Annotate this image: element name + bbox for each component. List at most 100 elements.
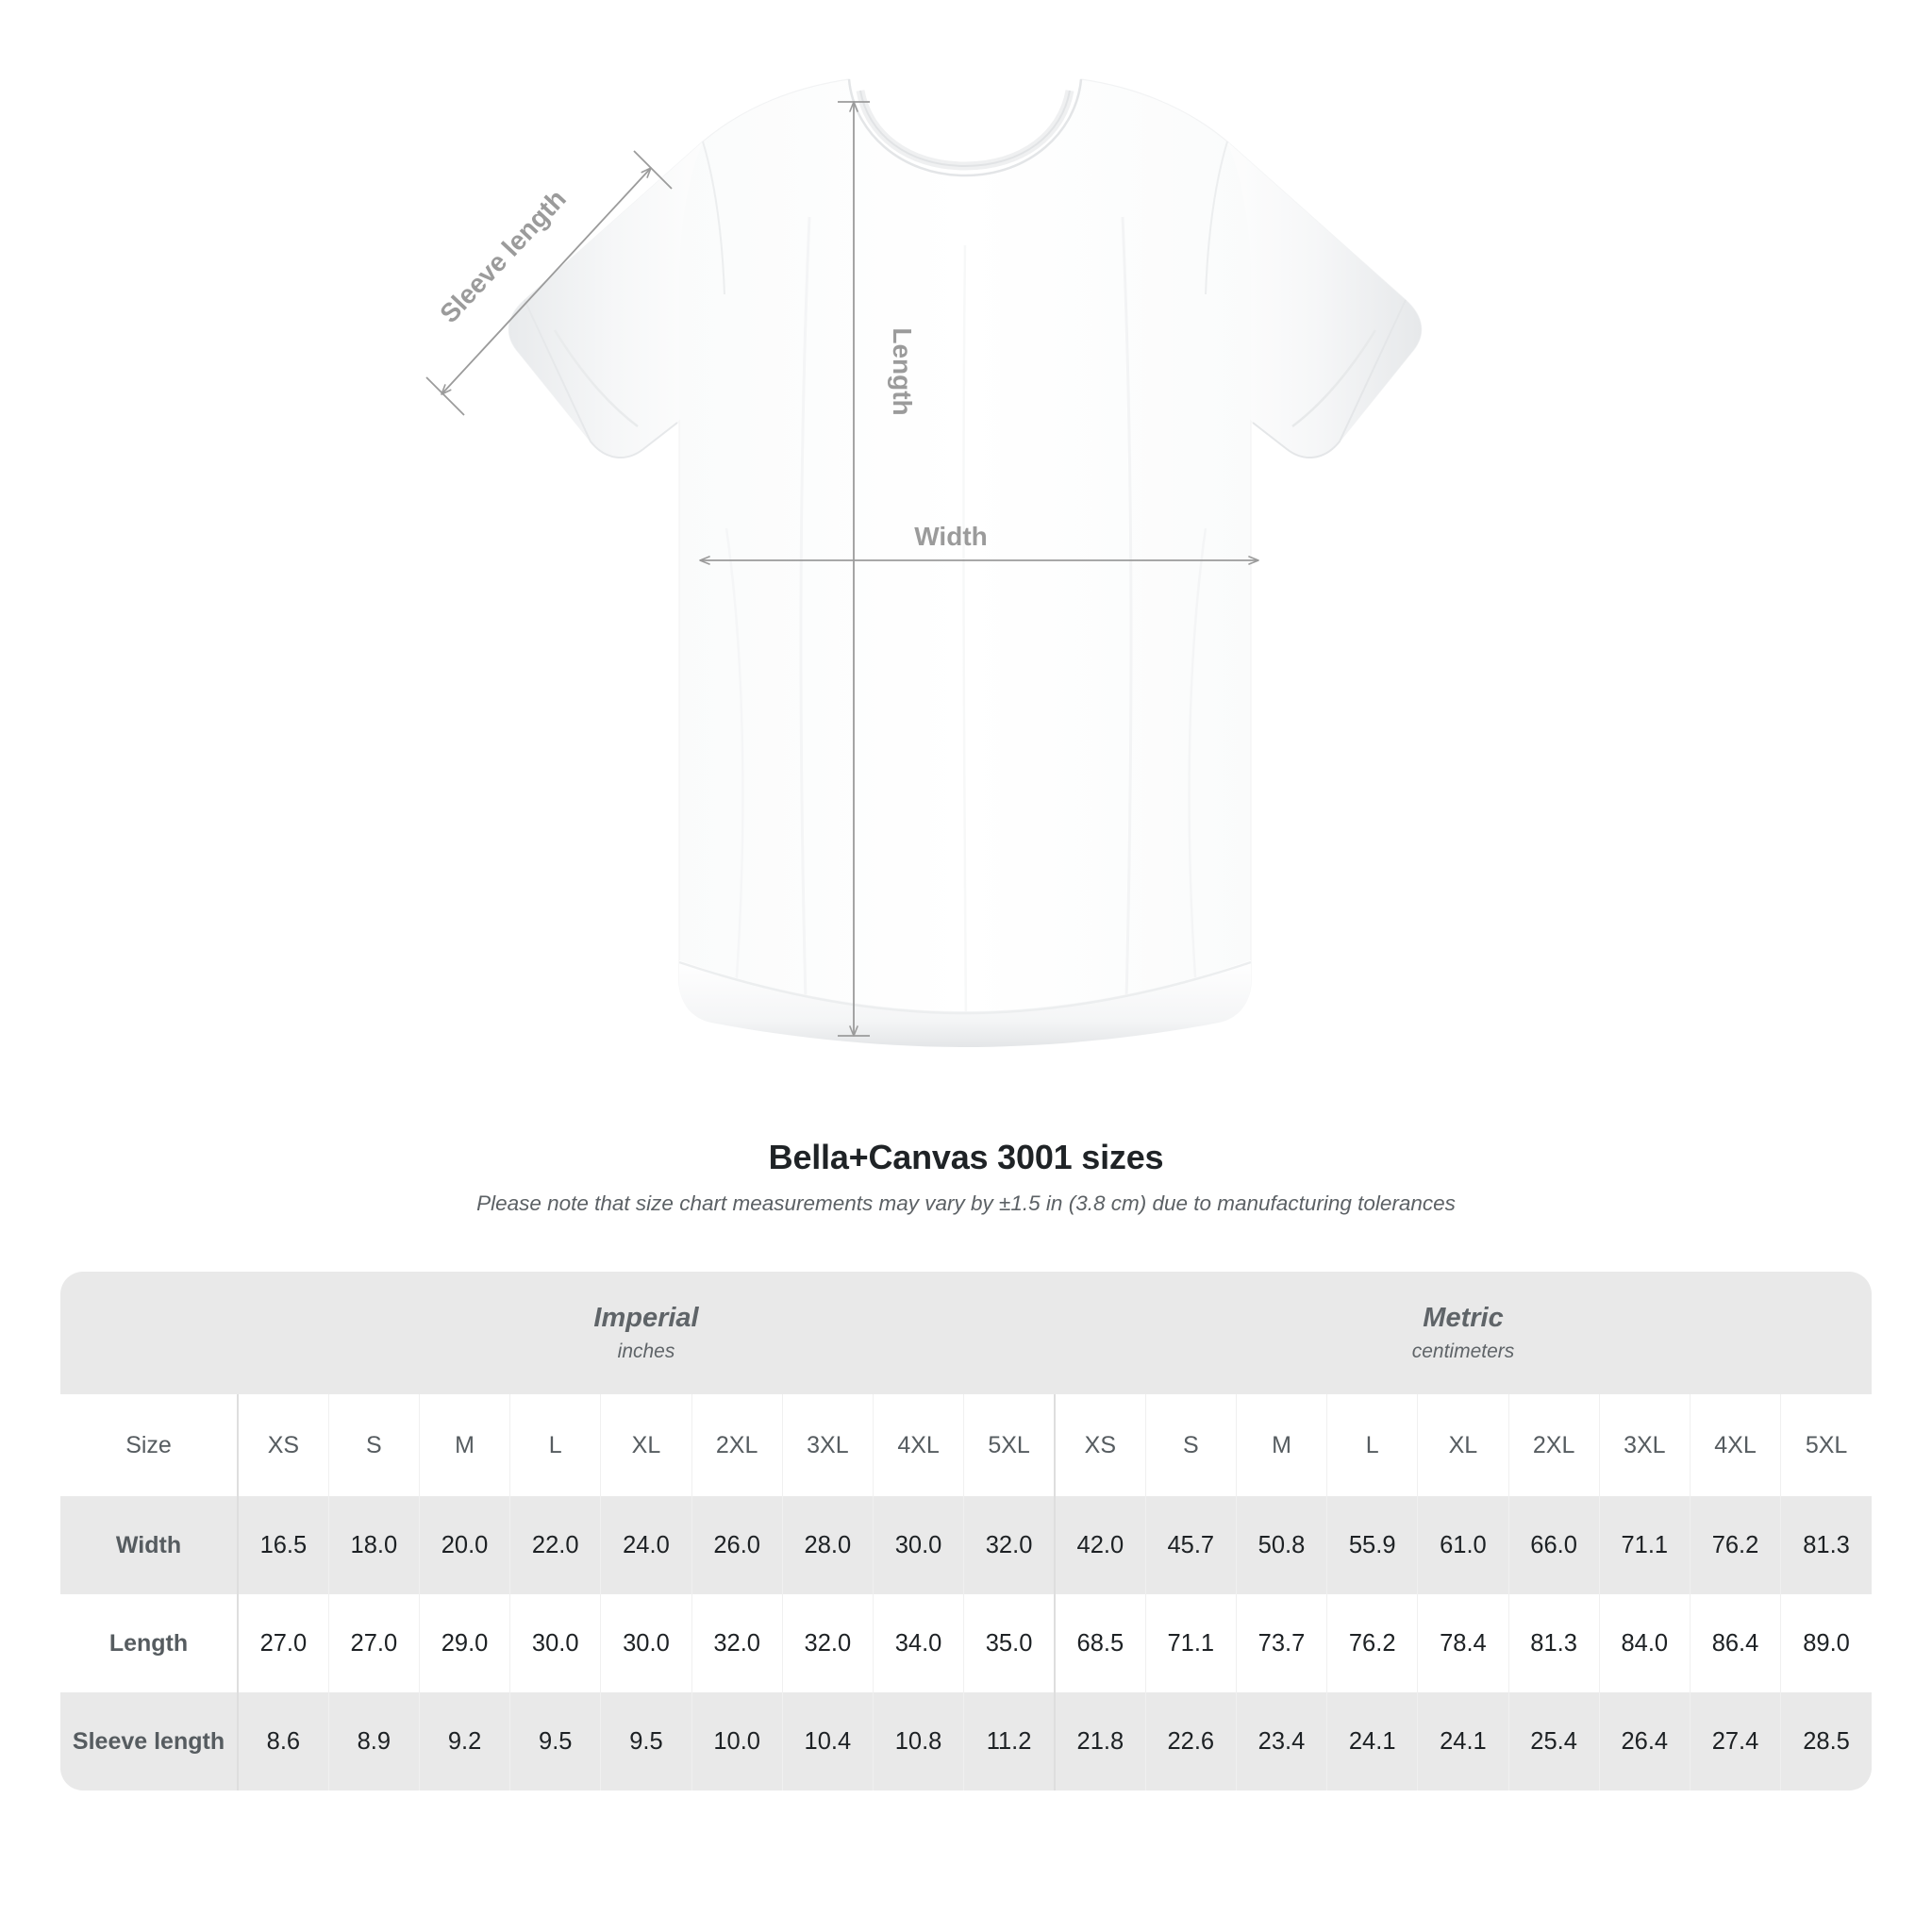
- size-header-imperial-3xl: 3XL: [781, 1394, 874, 1496]
- size-table: Imperial inches Metric centimeters Size XS S M L…: [60, 1272, 1872, 1790]
- cell-value: 10.4: [781, 1692, 874, 1790]
- tshirt-diagram: Length Width Sleeve length: [425, 78, 1423, 1047]
- size-header-metric-m: M: [1235, 1394, 1327, 1496]
- cell-value: 73.7: [1235, 1594, 1327, 1692]
- cell-value: 81.3: [1780, 1496, 1872, 1594]
- cell-value: 18.0: [327, 1496, 420, 1594]
- cell-value: 61.0: [1417, 1496, 1508, 1594]
- tshirt-illustration-svg: Length Width Sleeve length: [425, 78, 1423, 1047]
- cell-value: 10.8: [872, 1692, 964, 1790]
- size-header-imperial-m: M: [418, 1394, 510, 1496]
- unit-group-name: Imperial: [593, 1302, 699, 1333]
- cell-value: 27.0: [327, 1594, 420, 1692]
- cell-value: 8.6: [237, 1692, 329, 1790]
- tshirt-shape: [508, 78, 1423, 1047]
- row-label-sleeve-length: Sleeve length: [60, 1692, 239, 1790]
- size-header-row: Size XS S M L XL 2XL 3XL 4XL 5XL XS S M L XL 2XL 3XL 4XL 5…: [60, 1394, 1872, 1496]
- cell-value: 26.0: [691, 1496, 783, 1594]
- size-header-imperial-2xl: 2XL: [691, 1394, 783, 1496]
- cell-value: 10.0: [691, 1692, 783, 1790]
- cell-value: 34.0: [872, 1594, 964, 1692]
- size-header-imperial-l: L: [509, 1394, 601, 1496]
- length-label: Length: [888, 327, 917, 415]
- cell-value: 66.0: [1507, 1496, 1600, 1594]
- cell-value: 24.1: [1417, 1692, 1508, 1790]
- page-title: Bella+Canvas 3001 sizes: [768, 1138, 1164, 1176]
- cell-value: 30.0: [509, 1594, 601, 1692]
- cell-value: 23.4: [1235, 1692, 1327, 1790]
- cell-value: 30.0: [872, 1496, 964, 1594]
- size-header-imperial-xl: XL: [600, 1394, 692, 1496]
- size-header-metric-xs: XS: [1053, 1394, 1146, 1496]
- cell-value: 68.5: [1053, 1594, 1146, 1692]
- size-header-metric-2xl: 2XL: [1507, 1394, 1600, 1496]
- cell-value: 28.0: [781, 1496, 874, 1594]
- unit-group-name: Metric: [1423, 1302, 1504, 1333]
- cell-value: 27.4: [1689, 1692, 1781, 1790]
- cell-value: 9.2: [418, 1692, 510, 1790]
- cell-value: 76.2: [1689, 1496, 1781, 1594]
- table-row: Sleeve length 8.6 8.9 9.2 9.5 9.5 10.0 10.4 10.8…: [60, 1692, 1872, 1790]
- cell-value: 45.7: [1144, 1496, 1237, 1594]
- cell-value: 81.3: [1507, 1594, 1600, 1692]
- cell-value: 22.6: [1144, 1692, 1237, 1790]
- cell-value: 86.4: [1689, 1594, 1781, 1692]
- cell-value: 89.0: [1780, 1594, 1872, 1692]
- cell-value: 22.0: [509, 1496, 601, 1594]
- cell-value: 16.5: [237, 1496, 329, 1594]
- unit-group-imperial: Imperial inches: [238, 1272, 1055, 1394]
- width-label: Width: [914, 522, 988, 551]
- cell-value: 71.1: [1598, 1496, 1690, 1594]
- cell-value: 84.0: [1598, 1594, 1690, 1692]
- cell-value: 27.0: [237, 1594, 329, 1692]
- width-dimension: Width: [699, 522, 1259, 565]
- size-header-metric-5xl: 5XL: [1780, 1394, 1872, 1496]
- heading-block: Bella+Canvas 3001 sizes Please note that…: [0, 1137, 1932, 1217]
- cell-value: 55.9: [1326, 1496, 1418, 1594]
- cell-value: 50.8: [1235, 1496, 1327, 1594]
- size-header-imperial-5xl: 5XL: [963, 1394, 1055, 1496]
- unit-group-metric: Metric centimeters: [1054, 1272, 1872, 1394]
- size-header-imperial-4xl: 4XL: [872, 1394, 964, 1496]
- size-header-metric-s: S: [1144, 1394, 1237, 1496]
- page-subtitle: Please note that size chart measurements…: [476, 1191, 1456, 1216]
- cell-value: 30.0: [600, 1594, 692, 1692]
- size-header-metric-4xl: 4XL: [1689, 1394, 1781, 1496]
- size-header-metric-l: L: [1326, 1394, 1418, 1496]
- cell-value: 11.2: [963, 1692, 1055, 1790]
- cell-value: 32.0: [781, 1594, 874, 1692]
- cell-value: 8.9: [327, 1692, 420, 1790]
- size-header-metric-xl: XL: [1417, 1394, 1508, 1496]
- cell-value: 35.0: [963, 1594, 1055, 1692]
- cell-value: 29.0: [418, 1594, 510, 1692]
- cell-value: 21.8: [1053, 1692, 1146, 1790]
- cell-value: 9.5: [600, 1692, 692, 1790]
- size-table-wrapper: Imperial inches Metric centimeters Size XS S M L…: [60, 1272, 1872, 1790]
- unit-row-corner-cell: [60, 1272, 239, 1394]
- cell-value: 26.4: [1598, 1692, 1690, 1790]
- unit-header-row: Imperial inches Metric centimeters: [60, 1272, 1872, 1394]
- row-label-length: Length: [60, 1594, 239, 1692]
- cell-value: 20.0: [418, 1496, 510, 1594]
- cell-value: 32.0: [963, 1496, 1055, 1594]
- size-header-imperial-xs: XS: [237, 1394, 329, 1496]
- cell-value: 71.1: [1144, 1594, 1237, 1692]
- cell-value: 9.5: [509, 1692, 601, 1790]
- cell-value: 42.0: [1053, 1496, 1146, 1594]
- cell-value: 24.0: [600, 1496, 692, 1594]
- row-label-width: Width: [60, 1496, 239, 1594]
- size-header-metric-3xl: 3XL: [1598, 1394, 1690, 1496]
- cell-value: 24.1: [1326, 1692, 1418, 1790]
- table-row: Width 16.5 18.0 20.0 22.0 24.0 26.0 28.0 30.0 32.…: [60, 1496, 1872, 1594]
- cell-value: 32.0: [691, 1594, 783, 1692]
- cell-value: 78.4: [1417, 1594, 1508, 1692]
- unit-group-unit: centimeters: [1411, 1341, 1515, 1363]
- cell-value: 25.4: [1507, 1692, 1600, 1790]
- length-dimension: Length: [838, 101, 917, 1037]
- row-label-header: Size: [60, 1394, 239, 1496]
- unit-group-unit: inches: [617, 1341, 675, 1363]
- table-row: Length 27.0 27.0 29.0 30.0 30.0 32.0 32.0 34.0 35…: [60, 1594, 1872, 1692]
- size-header-imperial-s: S: [327, 1394, 420, 1496]
- cell-value: 28.5: [1780, 1692, 1872, 1790]
